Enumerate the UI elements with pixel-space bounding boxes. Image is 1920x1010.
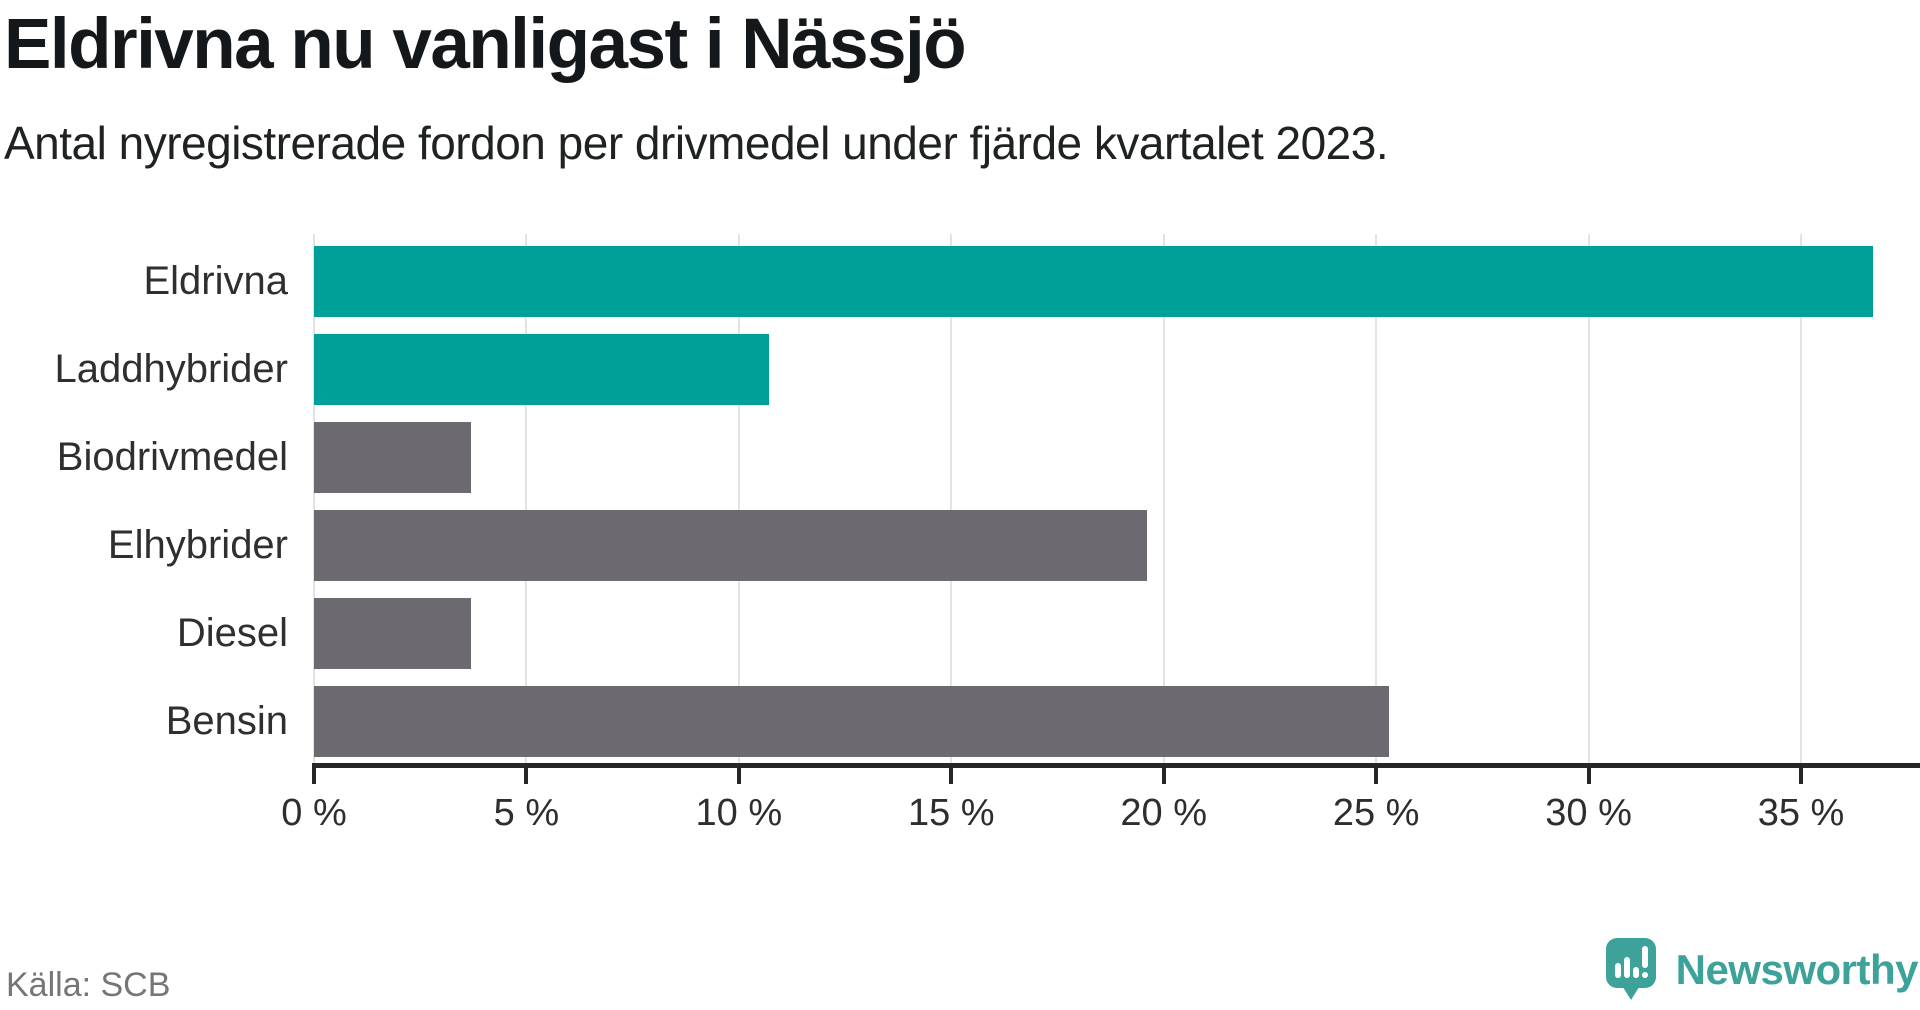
tick-label: 10 % <box>695 792 783 834</box>
gridline <box>313 234 315 763</box>
source-note: Källa: SCB <box>6 966 171 1004</box>
category-label: Biodrivmedel <box>56 435 288 479</box>
tick-label: 25 % <box>1332 792 1420 834</box>
tick-mark <box>312 763 316 784</box>
gridline <box>1375 234 1378 763</box>
gridline <box>1162 234 1165 763</box>
tick-label: 20 % <box>1120 792 1208 834</box>
category-label: Laddhybrider <box>54 347 289 391</box>
tick-mark <box>1799 763 1804 784</box>
gridline <box>1800 234 1803 763</box>
category-label: Eldrivna <box>143 259 288 303</box>
chart-subtitle: Antal nyregistrerade fordon per drivmede… <box>4 117 1389 169</box>
tick-mark <box>949 763 954 784</box>
tick-label: 30 % <box>1545 792 1632 834</box>
gridline <box>950 234 953 763</box>
tick-mark <box>1374 763 1379 784</box>
newsworthy-logo-icon <box>1605 938 1656 1000</box>
category-label: Bensin <box>165 699 288 743</box>
tick-mark <box>736 763 741 784</box>
tick-label: 5 % <box>493 792 560 834</box>
brand-name: Newsworthy <box>1675 946 1919 993</box>
bar <box>314 334 769 405</box>
tick-mark <box>1586 763 1591 784</box>
x-axis-line <box>312 763 1920 768</box>
gridline <box>525 234 528 763</box>
tick-mark <box>524 763 529 784</box>
bar <box>314 246 1874 317</box>
bar <box>314 686 1389 757</box>
tick-label: 15 % <box>907 792 995 834</box>
bar <box>314 598 472 669</box>
bar <box>314 422 472 493</box>
chart-title: Eldrivna nu vanligast i Nässjö <box>4 5 967 84</box>
tick-label: 0 % <box>281 792 347 834</box>
gridline <box>737 234 740 763</box>
gridline <box>1587 234 1590 763</box>
category-label: Elhybrider <box>107 523 288 567</box>
bar <box>314 510 1147 581</box>
tick-mark <box>1161 763 1166 784</box>
tick-label: 35 % <box>1757 792 1845 834</box>
brand-logo: Newsworthy <box>1605 938 1919 1002</box>
category-label: Diesel <box>176 611 288 655</box>
